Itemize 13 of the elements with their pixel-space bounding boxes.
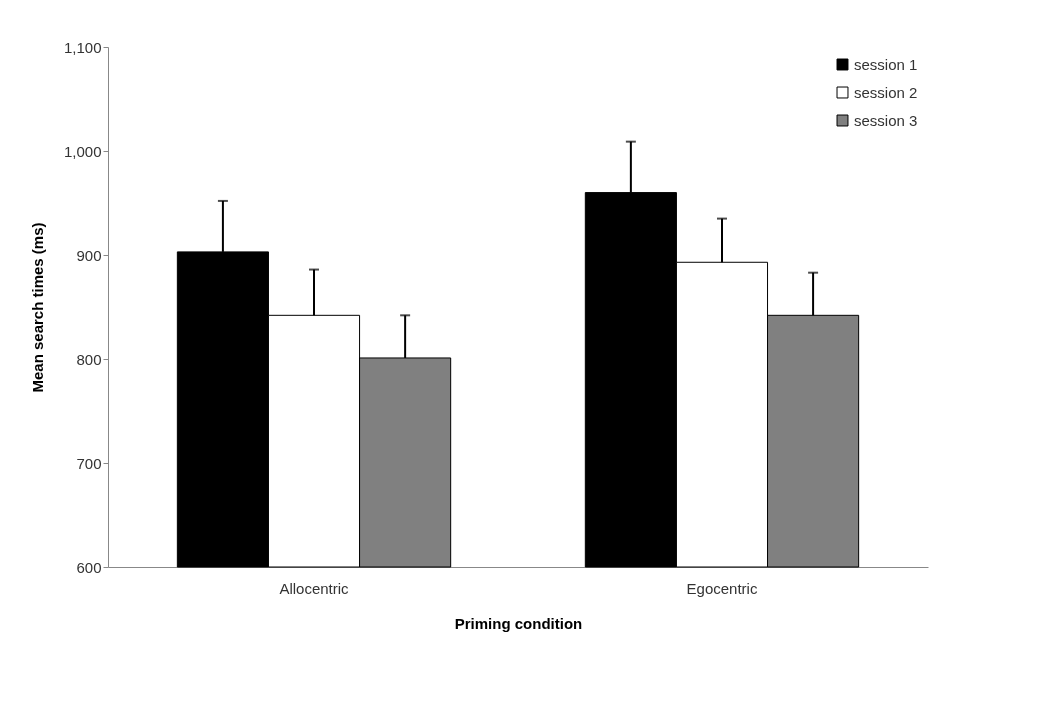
legend-label: session 1 xyxy=(854,55,918,73)
legend-label: session 2 xyxy=(854,83,918,101)
y-tick-label: 600 xyxy=(76,558,102,576)
y-tick-label: 1,000 xyxy=(63,142,102,160)
legend-label: session 3 xyxy=(854,111,918,129)
x-tick-label: Egocentric xyxy=(686,579,758,597)
y-tick-label: 1,100 xyxy=(63,38,102,56)
y-axis-title: Mean search times (ms) xyxy=(28,222,46,393)
x-tick-label: Allocentric xyxy=(279,579,350,597)
y-tick-label: 800 xyxy=(76,350,102,368)
y-tick-label: 700 xyxy=(76,454,102,472)
x-axis-title: Priming condition xyxy=(454,614,583,632)
y-tick-label: 900 xyxy=(76,246,102,264)
